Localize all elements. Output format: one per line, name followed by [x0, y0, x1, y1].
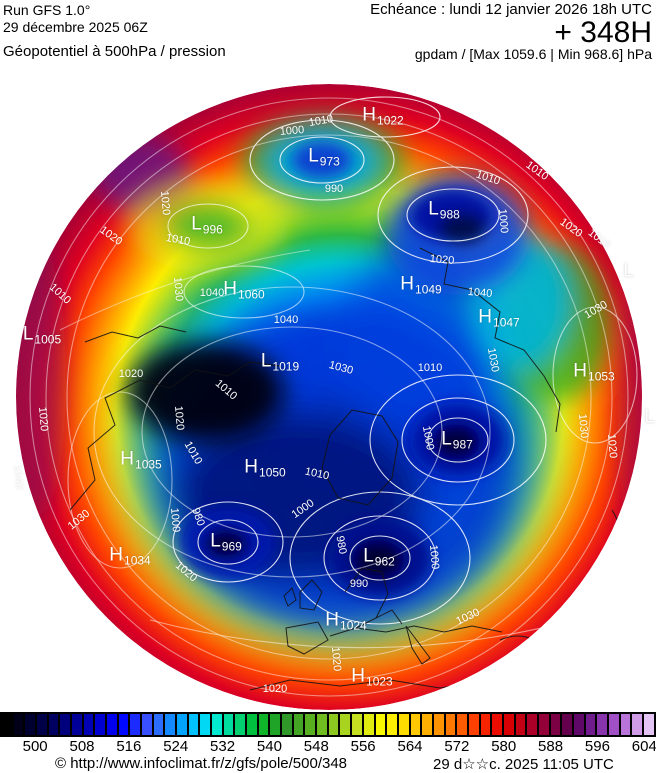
- weather-map: H1022 L973 L996 L988 H1049 H1060 H1047 L1005 L10…: [0, 80, 656, 712]
- generation-timestamp: 29 d☆☆c. 2025 11:05 UTC: [433, 756, 614, 773]
- colorbar-cell: [352, 714, 364, 735]
- colorbar-cell: [573, 714, 586, 735]
- colorbar-cell: [258, 714, 271, 735]
- colorbar-cell: [538, 714, 551, 735]
- colorbar-tick-label: 524: [163, 738, 189, 755]
- colorbar-cell: [632, 714, 644, 735]
- colorbar-cell: [165, 714, 178, 735]
- colorbar-cell: [457, 714, 469, 735]
- colorbar-cell: [305, 714, 318, 735]
- colorbar-cell: [317, 714, 329, 735]
- colorbar-tick-label: 604: [631, 738, 656, 755]
- colorbar-cell: [200, 714, 213, 735]
- colorbar-cell: [503, 714, 516, 735]
- colorbar-cell: [37, 714, 49, 735]
- colorbar-cell: [83, 714, 96, 735]
- colorbar-cell: [223, 714, 236, 735]
- colorbar-cell: [188, 714, 201, 735]
- colorbar-cell: [153, 714, 166, 735]
- colorbar-cell: [620, 714, 633, 735]
- units-range: gpdam / [Max 1059.6 | Min 968.6] hPa: [414, 46, 652, 62]
- colorbar-cell: [387, 714, 399, 735]
- colorbar-tick-label: 532: [210, 738, 236, 755]
- colorbar-cell: [410, 714, 423, 735]
- colorbar-cell: [480, 714, 493, 735]
- colorbar-tick-label: 508: [69, 738, 95, 755]
- colorbar-cell: [398, 714, 411, 735]
- colorbar-cell: [282, 714, 294, 735]
- colorbar-tick-label: 556: [350, 738, 376, 755]
- run-date: 29 décembre 2025 06Z: [3, 19, 148, 35]
- colorbar-tick-label: 540: [256, 738, 282, 755]
- field-title: Géopotentiel à 500hPa / pression: [3, 43, 226, 60]
- colorbar-cell: [13, 714, 26, 735]
- forecast-header: Echéance : lundi 12 janvier 2026 18h UTC…: [370, 2, 652, 62]
- colorbar-cell: [562, 714, 574, 735]
- colorbar-cell: [585, 714, 598, 735]
- colorbar-cell: [2, 714, 14, 735]
- colorbar-cell: [247, 714, 259, 735]
- colorbar-cell: [48, 714, 61, 735]
- colorbar-cell: [492, 714, 504, 735]
- colorbar-cell: [433, 714, 446, 735]
- run-model: Run GFS 1.0°: [3, 2, 91, 18]
- colorbar-cell: [72, 714, 84, 735]
- run-info: Run GFS 1.0° 29 décembre 2025 06Z: [3, 2, 148, 36]
- colorbar-cell: [515, 714, 528, 735]
- colorbar: [0, 712, 656, 737]
- colorbar-cell: [60, 714, 73, 735]
- colorbar-cell: [468, 714, 481, 735]
- colorbar-cell: [270, 714, 283, 735]
- isobar-contours: [29, 96, 638, 697]
- colorbar-cell: [643, 714, 656, 735]
- colorbar-ticks: 500 508 516 524 532 540 548 556 564 572 580 588 596 6…: [0, 738, 656, 756]
- colorbar-cell: [25, 714, 38, 735]
- colorbar-cell: [340, 714, 353, 735]
- colorbar-cell: [597, 714, 609, 735]
- colorbar-tick-label: 580: [491, 738, 517, 755]
- colorbar-cell: [130, 714, 143, 735]
- lead-time: + 348H: [554, 16, 652, 49]
- colorbar-cell: [608, 714, 621, 735]
- colorbar-cell: [363, 714, 376, 735]
- colorbar-cell: [293, 714, 306, 735]
- colorbar-cell: [328, 714, 341, 735]
- colorbar-tick-label: 500: [22, 738, 48, 755]
- colorbar-cell: [375, 714, 388, 735]
- copyright-url: © http://www.infoclimat.fr/z/gfs/pole/50…: [55, 755, 348, 772]
- colorbar-tick-label: 572: [444, 738, 470, 755]
- colorbar-cell: [422, 714, 434, 735]
- colorbar-cell: [212, 714, 224, 735]
- map-field-graphic: [16, 84, 642, 710]
- colorbar-cell: [107, 714, 119, 735]
- colorbar-tick-label: 588: [538, 738, 564, 755]
- valid-time: Echéance : lundi 12 janvier 2026 18h UTC: [370, 1, 652, 18]
- colorbar-cell: [95, 714, 108, 735]
- colorbar-cell: [177, 714, 189, 735]
- colorbar-cell: [445, 714, 458, 735]
- colorbar-cell: [527, 714, 539, 735]
- colorbar-cell: [235, 714, 248, 735]
- colorbar-tick-label: 516: [116, 738, 142, 755]
- colorbar-tick-label: 548: [303, 738, 329, 755]
- colorbar-tick-label: 564: [397, 738, 423, 755]
- colorbar-tick-label: 596: [584, 738, 610, 755]
- colorbar-cell: [118, 714, 131, 735]
- colorbar-cell: [142, 714, 154, 735]
- colorbar-cell: [550, 714, 563, 735]
